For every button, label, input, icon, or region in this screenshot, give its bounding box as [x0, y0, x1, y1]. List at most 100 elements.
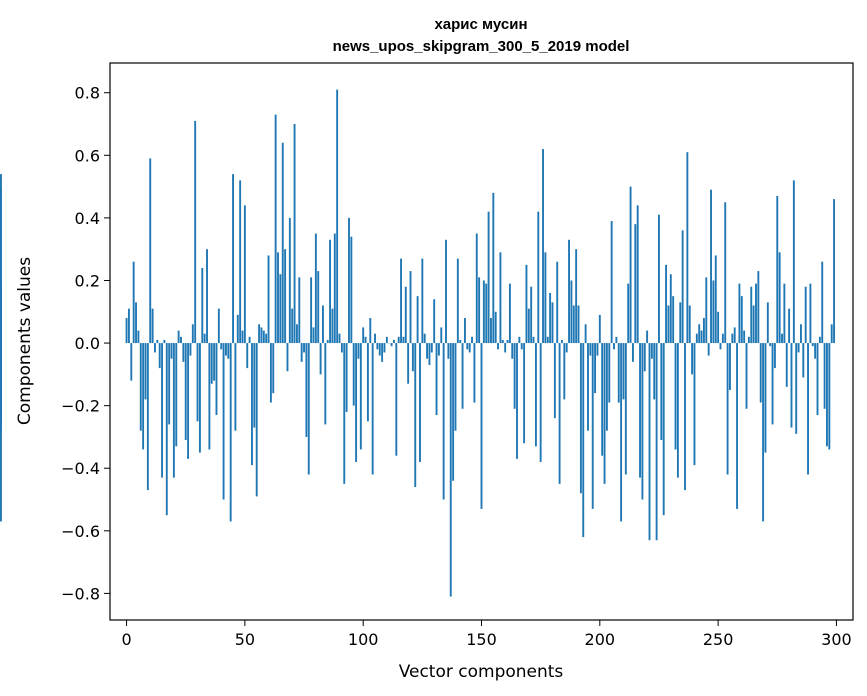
bar-271 [766, 302, 769, 344]
bar-21 [175, 343, 178, 447]
bar-75 [303, 343, 305, 353]
bar-19 [170, 343, 173, 359]
bar-125 [421, 258, 424, 344]
bar-64 [277, 252, 279, 344]
bar-48 [239, 180, 242, 344]
x-axis-ticks: 0 50 100 150 200 250 300 [121, 620, 852, 649]
bar-119 [407, 343, 410, 384]
bar-93 [345, 343, 348, 412]
bar-241 [695, 333, 698, 344]
bar-196 [589, 343, 592, 356]
bar-102 [366, 343, 369, 422]
bar-151 [482, 280, 485, 344]
bar-239 [691, 343, 694, 375]
bar-116 [400, 258, 402, 344]
bar-249 [714, 255, 717, 344]
bar-162 [508, 283, 511, 344]
bar-166 [518, 336, 521, 344]
bar-268 [759, 343, 762, 403]
bar-90 [338, 333, 341, 344]
bar-40 [220, 343, 223, 350]
bar-186 [565, 343, 568, 353]
bar-209 [620, 343, 623, 522]
bar-38 [215, 343, 218, 416]
bar-235 [681, 230, 684, 344]
bar-133 [440, 327, 443, 344]
bar-210 [622, 343, 625, 400]
bar-59 [265, 333, 268, 344]
bar-279 [785, 343, 788, 387]
bar-259 [738, 283, 741, 344]
bar-219 [643, 343, 646, 372]
bar-96 [352, 343, 355, 406]
bar-30 [196, 343, 199, 422]
bar-287 [804, 286, 807, 344]
bar-63 [274, 114, 277, 344]
bar-81 [317, 271, 320, 344]
bar-131 [435, 343, 438, 416]
bar-94 [348, 217, 350, 344]
bar-20 [172, 343, 175, 478]
bar-276 [778, 252, 781, 344]
bar-247 [710, 189, 712, 344]
bar-91 [340, 343, 343, 353]
bar-4 [135, 302, 137, 344]
bar-52 [248, 336, 251, 344]
bar-167 [520, 343, 523, 350]
bar-296 [826, 343, 828, 447]
bar-35 [208, 343, 211, 450]
bar-39 [217, 308, 220, 344]
bar-143 [463, 318, 466, 344]
bar-218 [641, 343, 644, 500]
bar-66 [281, 142, 284, 344]
chart-title-line2: news_upos_skipgram_300_5_2019 model [333, 38, 630, 55]
bar-95 [350, 236, 353, 344]
bar-179 [549, 293, 552, 344]
bar-148 [475, 233, 478, 344]
bar-13 [156, 339, 159, 344]
bar-9 [146, 343, 149, 491]
bar-83 [322, 305, 324, 344]
bar-175 [539, 343, 542, 462]
bar-127 [426, 343, 429, 359]
bar-113 [393, 339, 395, 344]
bar-44 [229, 343, 232, 522]
bar-12 [154, 343, 156, 353]
bar-150 [480, 343, 483, 509]
bar-88 [333, 233, 336, 344]
bar-234 [679, 302, 682, 344]
bar-103 [369, 318, 372, 344]
bar-80 [314, 233, 317, 344]
bar-283 [795, 343, 798, 434]
bar-62 [272, 343, 275, 394]
bar-117 [402, 336, 405, 344]
bar-157 [497, 343, 500, 350]
bar-250 [717, 311, 720, 344]
bar-45 [232, 174, 234, 344]
bar-37 [213, 343, 216, 381]
bar-173 [534, 343, 537, 447]
bar-260 [740, 296, 743, 344]
bar-292 [816, 343, 819, 416]
bar-137 [449, 343, 452, 597]
bar-series [0, 89, 836, 597]
bar-undefined [0, 174, 2, 344]
bar-74 [300, 343, 303, 362]
bar-207 [615, 336, 618, 344]
bar-254 [726, 343, 729, 475]
bar-258 [736, 343, 738, 509]
bar-263 [747, 336, 750, 344]
bar-144 [466, 343, 469, 350]
bar-282 [792, 180, 795, 344]
bar-238 [688, 305, 691, 344]
bar-69 [288, 217, 291, 344]
bar-216 [636, 205, 639, 344]
bar-61 [269, 343, 272, 403]
bar-213 [629, 186, 632, 344]
bar-149 [478, 277, 481, 344]
bar-180 [551, 302, 554, 344]
bar-43 [227, 343, 230, 359]
bar-298 [830, 324, 833, 344]
bar-8 [144, 343, 147, 400]
